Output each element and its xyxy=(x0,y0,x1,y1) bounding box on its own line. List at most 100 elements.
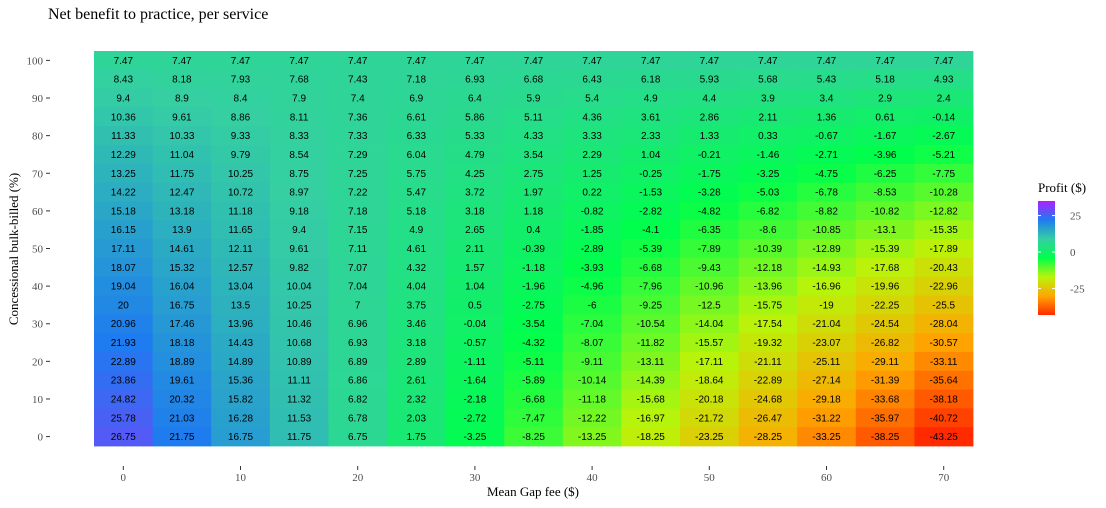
cell-label: -29.11 xyxy=(871,357,899,368)
heatmap-cell xyxy=(738,145,798,165)
heatmap-cell xyxy=(621,276,681,296)
cell-label: -40.72 xyxy=(930,413,959,424)
heatmap-cell xyxy=(797,239,857,259)
heatmap-cell xyxy=(152,145,212,165)
heatmap-cell xyxy=(387,88,446,108)
heatmap-cell xyxy=(914,389,974,409)
cell-label: 4.33 xyxy=(524,131,544,142)
heatmap-cell xyxy=(504,427,564,447)
heatmap-cell xyxy=(328,314,388,334)
heatmap-cell xyxy=(269,69,329,90)
heatmap-cell xyxy=(387,408,446,428)
heatmap-cell xyxy=(855,182,915,202)
cell-label: -19.32 xyxy=(754,338,783,349)
heatmap-cell xyxy=(328,182,388,202)
cell-label: 12.29 xyxy=(111,150,136,161)
cell-label: 6.33 xyxy=(407,131,427,142)
cell-label: -10.54 xyxy=(637,319,666,330)
cell-label: 9.18 xyxy=(289,206,309,217)
cell-label: 16.15 xyxy=(111,225,136,236)
cell-label: 6.93 xyxy=(348,338,368,349)
heatmap-cell xyxy=(562,163,622,184)
cell-label: 2.11 xyxy=(466,244,485,255)
cell-label: -23.25 xyxy=(695,432,724,443)
heatmap-cell xyxy=(680,389,739,409)
heatmap-cell xyxy=(738,276,798,296)
y-tick-label: 60 xyxy=(32,206,44,218)
cell-label: -22.25 xyxy=(871,300,900,311)
x-tick-label: 60 xyxy=(821,472,833,484)
cell-label: -3.54 xyxy=(522,319,545,330)
heatmap-cell xyxy=(269,389,329,409)
heatmap-cell xyxy=(621,163,681,184)
cell-label: 0.22 xyxy=(582,188,602,199)
heatmap-cell xyxy=(855,389,915,409)
heatmap-cell xyxy=(797,51,857,71)
heatmap-cell xyxy=(621,201,681,221)
heatmap-cell xyxy=(855,69,915,90)
chart-title: Net benefit to practice, per service xyxy=(48,6,268,23)
heatmap-cell xyxy=(680,427,739,447)
cell-label: -6.82 xyxy=(757,206,780,217)
cell-label: 7.18 xyxy=(407,75,427,86)
heatmap-cell xyxy=(680,295,739,315)
cell-label: 13.9 xyxy=(172,225,192,236)
heatmap-cell xyxy=(387,239,446,259)
heatmap-cell xyxy=(797,201,857,221)
cell-label: -0.67 xyxy=(815,131,838,142)
heatmap-cell xyxy=(914,351,974,372)
heatmap-cell xyxy=(621,351,681,372)
heatmap-cell xyxy=(445,182,505,202)
heatmap-cell xyxy=(269,239,329,259)
heatmap-cell xyxy=(738,51,798,71)
cell-label: 10.25 xyxy=(228,169,253,180)
cell-label: 5.4 xyxy=(585,94,599,105)
heatmap-cell xyxy=(269,351,329,372)
heatmap-cell xyxy=(269,295,329,315)
cell-label: -1.18 xyxy=(522,263,545,274)
heatmap-cell xyxy=(328,126,388,146)
heatmap-cell xyxy=(680,314,739,334)
heatmap-cell xyxy=(797,389,857,409)
cell-label: -0.04 xyxy=(464,319,487,330)
cell-label: 5.68 xyxy=(758,75,778,86)
heatmap-cell xyxy=(621,126,681,146)
heatmap-cell xyxy=(152,239,212,259)
heatmap-cell xyxy=(211,389,271,409)
heatmap-cell xyxy=(387,182,446,202)
cell-label: 2.4 xyxy=(937,94,951,105)
heatmap-cell xyxy=(94,257,153,278)
heatmap-cell xyxy=(504,257,564,278)
cell-label: -4.32 xyxy=(522,338,545,349)
heatmap-cell xyxy=(328,51,388,71)
heatmap-cell xyxy=(152,295,212,315)
cell-label: 7.68 xyxy=(289,75,309,86)
heatmap-cell xyxy=(797,145,857,165)
cell-label: 2.86 xyxy=(700,112,720,123)
cell-label: -3.25 xyxy=(757,169,780,180)
cell-label: 10.33 xyxy=(169,131,194,142)
heatmap-cell xyxy=(211,295,271,315)
heatmap-cell xyxy=(504,370,564,390)
heatmap-cell xyxy=(680,351,739,372)
heatmap-cell xyxy=(152,107,212,127)
cell-label: 4.04 xyxy=(407,282,427,293)
heatmap-cell xyxy=(211,201,271,221)
cell-label: 20 xyxy=(118,300,130,311)
heatmap-cell xyxy=(797,314,857,334)
cell-label: 15.18 xyxy=(111,206,136,217)
heatmap-cell xyxy=(387,201,446,221)
heatmap-cell xyxy=(680,276,739,296)
heatmap-cell xyxy=(562,126,622,146)
heatmap-cell xyxy=(269,427,329,447)
heatmap-cell xyxy=(504,389,564,409)
heatmap-cell xyxy=(621,389,681,409)
heatmap-cell xyxy=(914,220,974,240)
cell-label: -14.93 xyxy=(812,263,841,274)
heatmap-cell xyxy=(738,201,798,221)
cell-label: -12.22 xyxy=(578,413,607,424)
cell-label: -18.25 xyxy=(637,432,666,443)
x-tick-label: 10 xyxy=(235,472,247,484)
cell-label: -0.82 xyxy=(581,206,604,217)
